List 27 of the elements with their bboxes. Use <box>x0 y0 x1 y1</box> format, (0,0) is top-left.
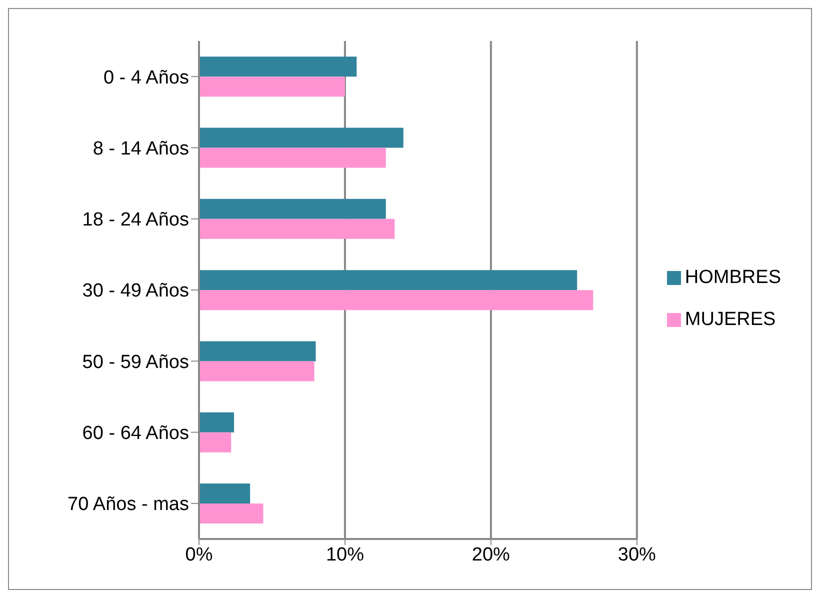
y-tick-label: 8 - 14 Años <box>92 138 189 160</box>
bar <box>199 361 314 382</box>
x-tick-label: 10% <box>326 544 364 566</box>
bar <box>199 148 386 168</box>
bar <box>199 128 404 148</box>
bar <box>199 341 316 362</box>
y-tick-label: 30 - 49 Años <box>82 280 189 302</box>
bar <box>199 56 357 77</box>
x-tick-label: 20% <box>472 544 510 566</box>
legend-label: HOMBRES <box>684 267 781 288</box>
bar <box>199 484 250 504</box>
x-tick-label: 30% <box>618 544 656 566</box>
y-tick-label: 50 - 59 Años <box>82 352 189 373</box>
bar <box>199 76 345 97</box>
y-tick-label: 0 - 4 Años <box>103 67 189 88</box>
bar <box>199 198 386 219</box>
y-tick-label: 70 Años - mas <box>68 494 189 516</box>
y-tick-label: 18 - 24 Años <box>82 210 189 231</box>
bar <box>199 412 234 432</box>
bar <box>199 290 594 310</box>
bar <box>199 504 264 524</box>
bar <box>199 218 395 239</box>
legend-label: MUJERES <box>684 309 776 330</box>
bar <box>199 270 578 290</box>
x-tick-label: 0% <box>185 544 213 566</box>
y-tick-label: 60 - 64 Años <box>82 423 189 444</box>
bar <box>199 432 232 452</box>
